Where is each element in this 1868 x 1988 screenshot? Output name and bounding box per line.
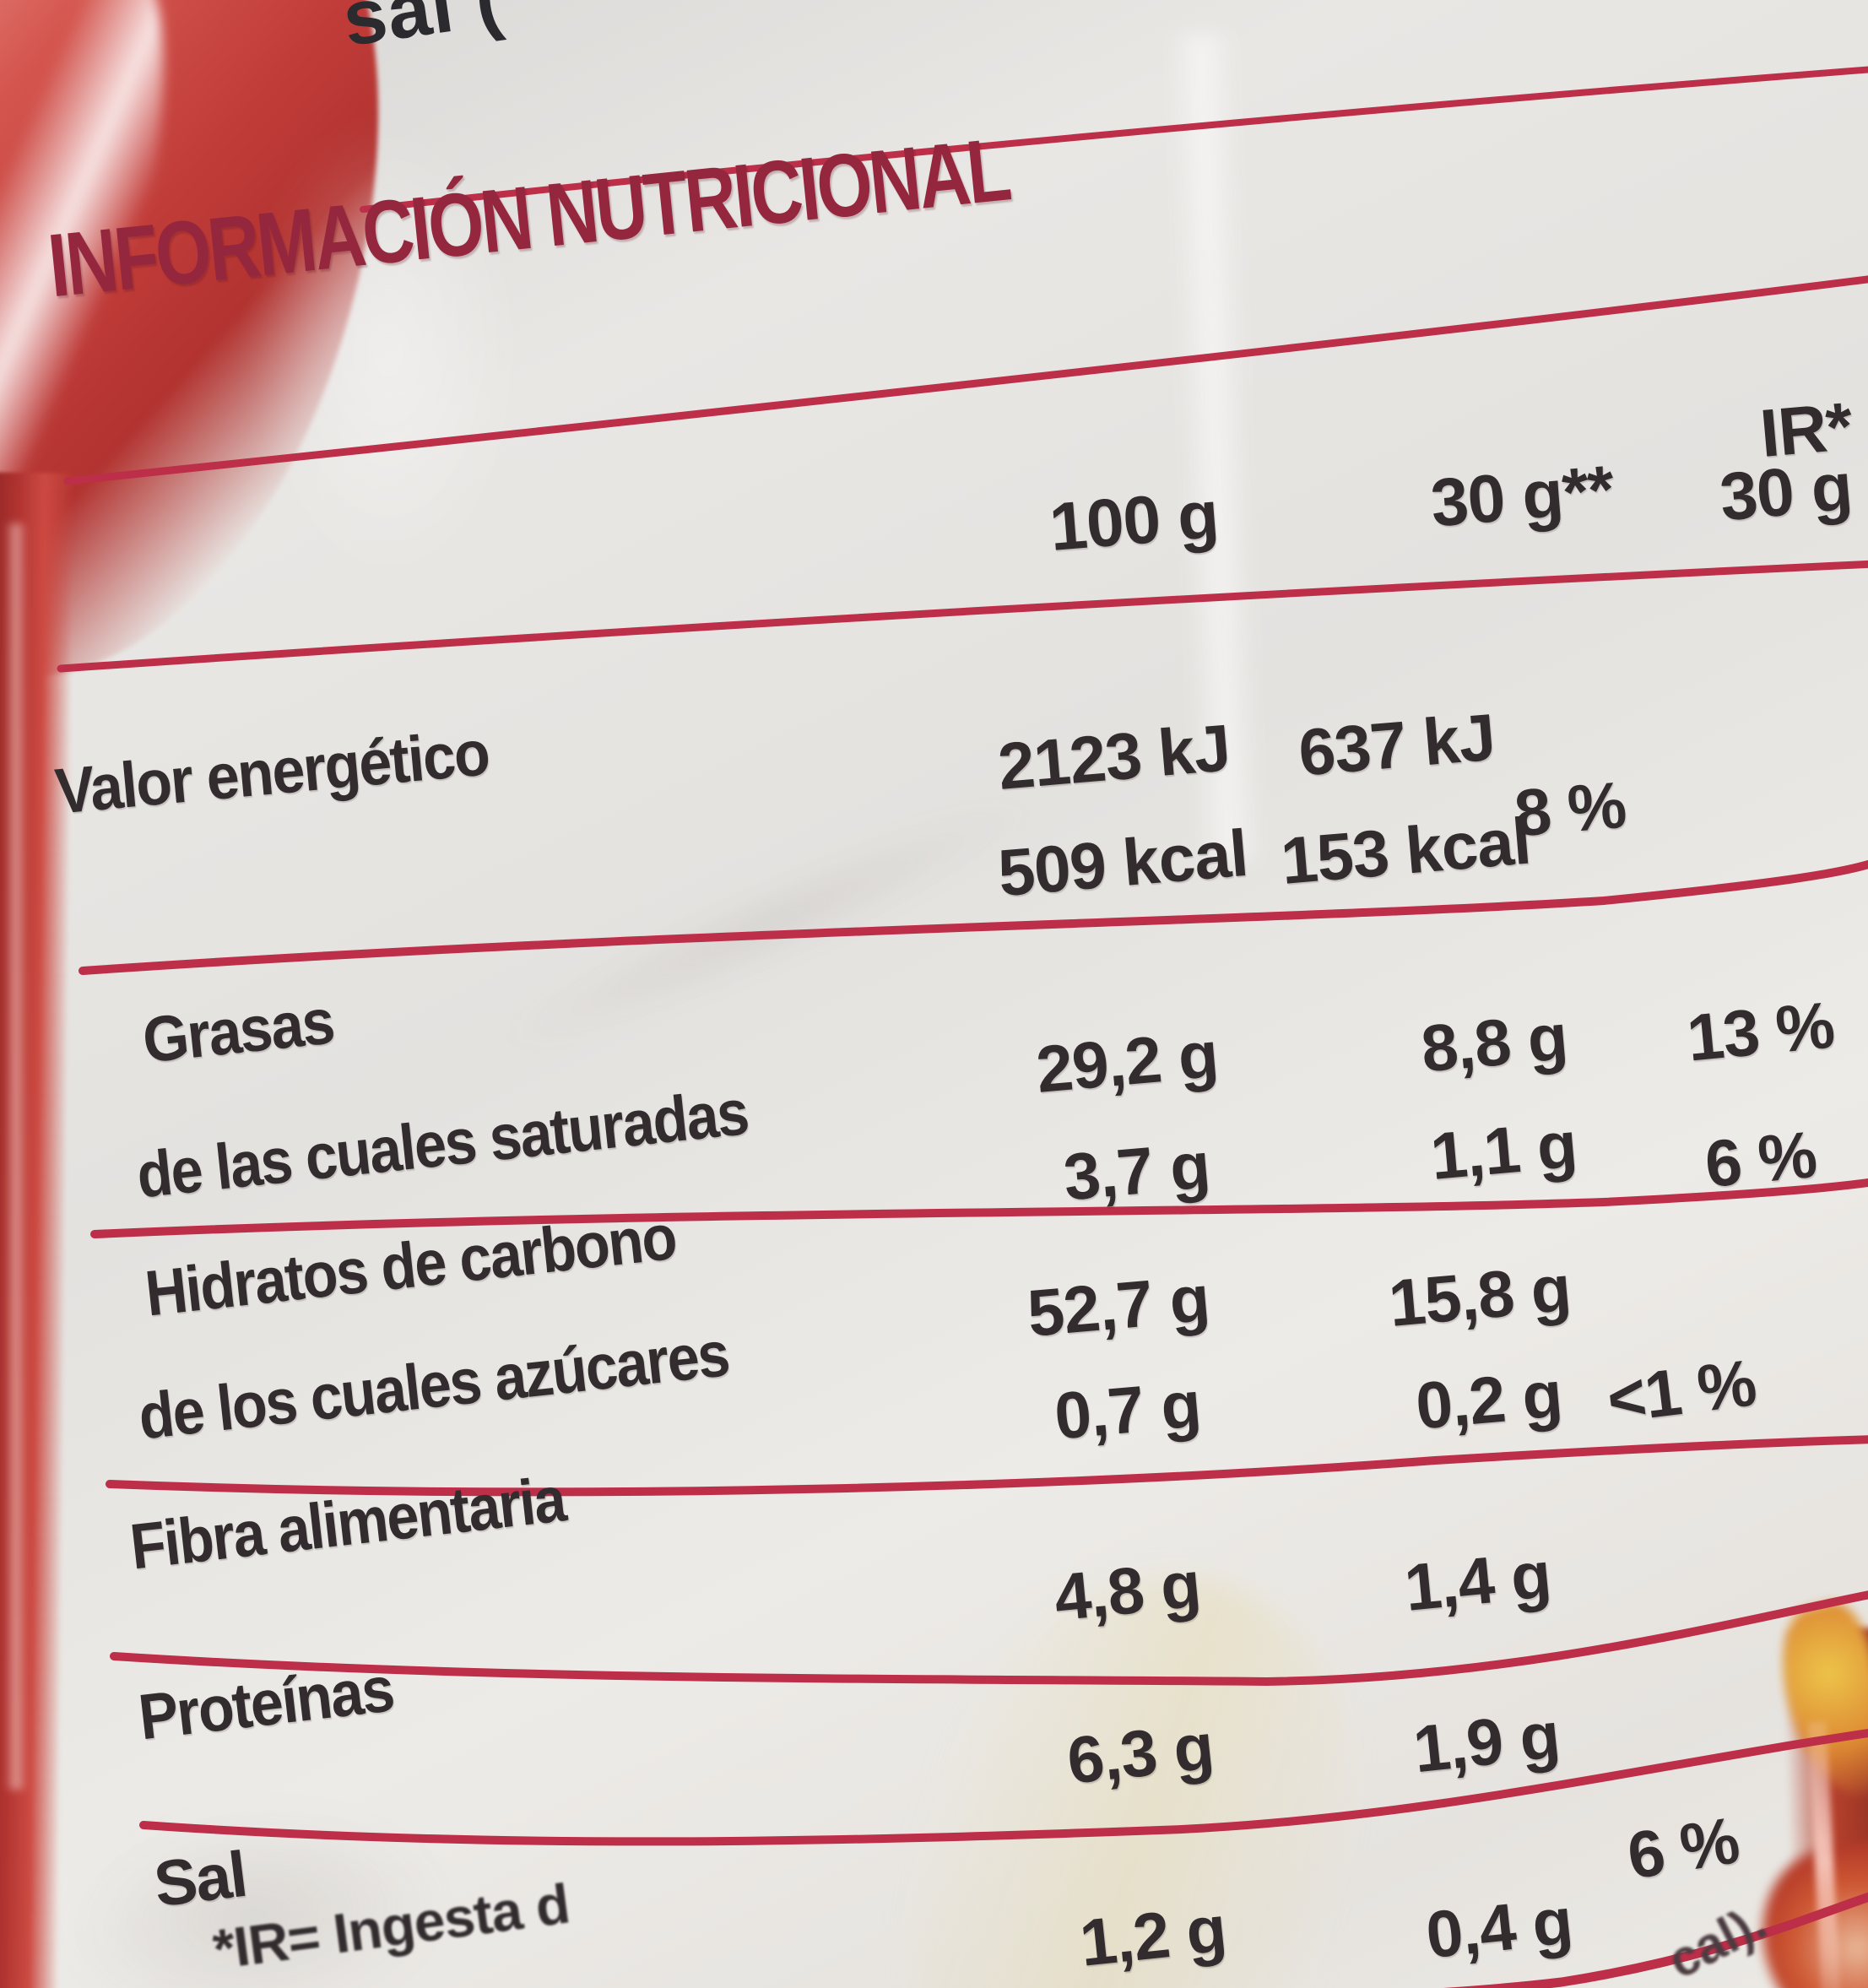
carbs-per30-sugars: 0,2 g	[1412, 1356, 1565, 1444]
fats-per100: 29,2 g 3,7 g	[996, 996, 1268, 1237]
fats-per30-total: 8,8 g	[1418, 999, 1570, 1086]
rule-below-protein	[139, 1728, 1868, 1846]
rule-below-energy	[79, 859, 1868, 975]
column-header-100g: 100 g	[1047, 476, 1221, 565]
fats-per30: 8,8 g 1,1 g	[1367, 978, 1630, 1215]
column-header-30g: 30 g**	[1427, 451, 1616, 541]
fats-per100-total: 29,2 g	[1033, 1016, 1221, 1107]
fats-per30-saturated: 1,1 g	[1427, 1107, 1580, 1194]
rule-below-title	[63, 275, 1868, 485]
energy-ir: 8 %	[1511, 766, 1629, 851]
rule-below-carbs	[106, 1435, 1868, 1497]
sugars-ir: <1 %	[1603, 1345, 1760, 1438]
bag-edge-left-highlight	[5, 523, 27, 1790]
carbs-per30-total: 15,8 g	[1385, 1250, 1573, 1341]
carbs-per100-total: 52,7 g	[1024, 1260, 1212, 1351]
salt-ir: 6 %	[1622, 1802, 1744, 1893]
rule-below-fiber	[110, 1590, 1868, 1687]
energy-per100: 2123 kJ 509 kcal	[966, 692, 1270, 929]
carbs-per100: 52,7 g 0,7 g	[988, 1243, 1258, 1473]
row-label-salt: Sal	[150, 1838, 250, 1921]
fats-per100-saturated: 3,7 g	[1060, 1127, 1213, 1215]
rule-above-title	[360, 66, 1868, 213]
rule-below-salt	[1443, 1892, 1868, 1988]
rule-below-headers	[57, 560, 1868, 673]
column-header-ir-30g: 30 g	[1716, 448, 1855, 535]
fats-ir: 13 %	[1683, 987, 1838, 1075]
carbs-per30: 15,8 g 0,2 g	[1349, 1232, 1619, 1463]
saturated-ir: 6 %	[1702, 1116, 1820, 1202]
rule-below-fats	[90, 1178, 1868, 1238]
carbs-per100-sugars: 0,7 g	[1051, 1366, 1204, 1454]
